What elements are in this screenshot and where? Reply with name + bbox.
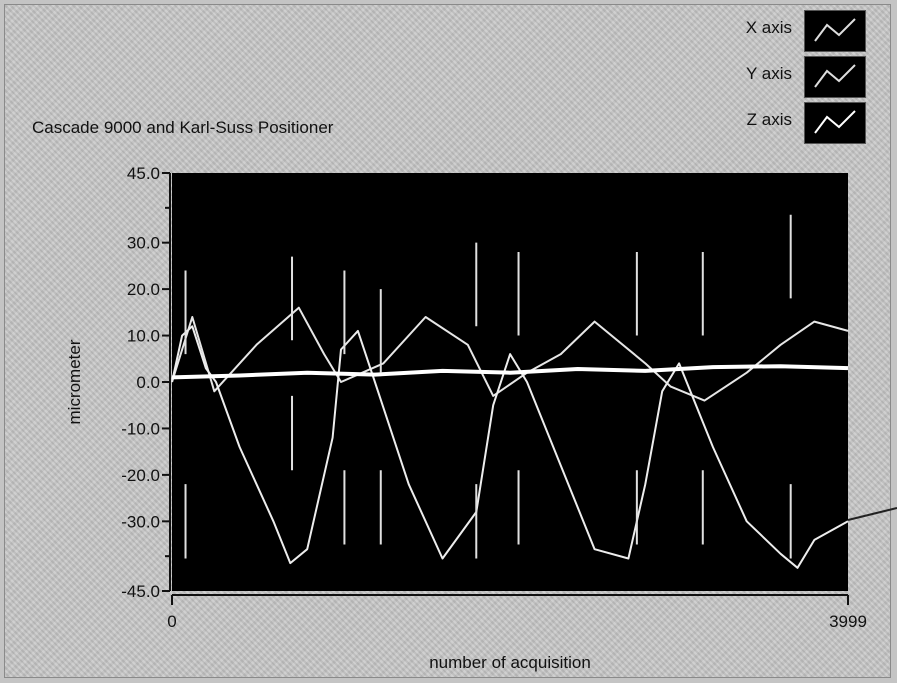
y-tick-label: 30.0 — [127, 234, 160, 253]
legend-item-y[interactable]: Y axis — [672, 56, 884, 100]
y-tick-label: 20.0 — [127, 280, 160, 299]
x-axis: 0 3999 — [167, 594, 867, 631]
legend-label-x: X axis — [745, 18, 792, 37]
legend-swatch-z — [804, 102, 866, 144]
x-tick-label: 3999 — [829, 612, 867, 631]
y-axis-title: micrometer — [65, 339, 84, 424]
series-line-z — [171, 364, 849, 380]
chart-title: Cascade 9000 and Karl-Suss Positioner — [32, 118, 334, 137]
plot-legend: X axis Y axis Z axis — [672, 10, 884, 150]
spike-layer — [184, 214, 792, 559]
legend-item-z[interactable]: Z axis — [672, 102, 884, 146]
legend-swatch-y — [804, 56, 866, 98]
y-tick-label: 45.0 — [127, 164, 160, 183]
y-tick-label: 0.0 — [136, 373, 160, 392]
x-tick-label: 0 — [167, 612, 176, 631]
y-tick-label: -10.0 — [121, 419, 160, 438]
legend-swatch-line-z — [814, 110, 856, 134]
plot-background — [172, 173, 848, 591]
legend-swatch-line-x — [814, 18, 856, 42]
y-axis: 45.0 30.0 20.0 10.0 0.0 -10.0 -20.0 -30.0 -45.0 — [121, 164, 171, 601]
series-line-x — [171, 306, 849, 402]
legend-swatch-line-y — [814, 64, 856, 88]
legend-label-z: Z axis — [746, 110, 792, 129]
y-tick-label: -45.0 — [121, 582, 160, 601]
y-tick-label: -20.0 — [121, 466, 160, 485]
cursor-marker-line — [847, 507, 897, 521]
legend-item-x[interactable]: X axis — [672, 10, 884, 54]
x-axis-title: number of acquisition — [429, 653, 591, 672]
y-tick-label: 10.0 — [127, 327, 160, 346]
legend-label-y: Y axis — [746, 64, 792, 83]
y-tick-label: -30.0 — [121, 512, 160, 531]
legend-swatch-x — [804, 10, 866, 52]
